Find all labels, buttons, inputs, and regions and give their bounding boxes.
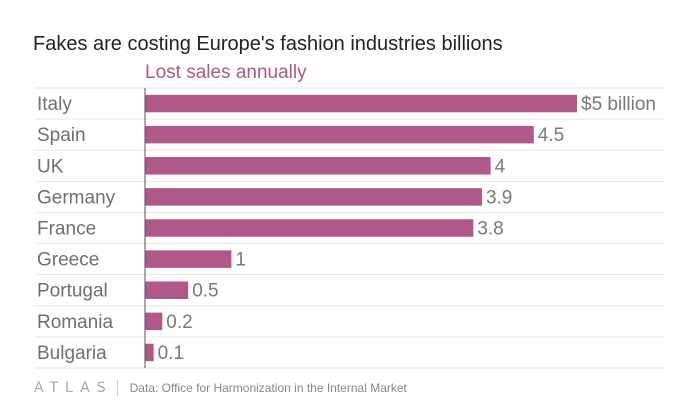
- bar: [145, 250, 232, 268]
- bar: [145, 157, 491, 175]
- value-label: 0.5: [192, 281, 218, 302]
- value-label: 0.1: [158, 343, 184, 364]
- category-label: Romania: [37, 312, 113, 333]
- chart-subtitle: Lost sales annually: [145, 62, 307, 83]
- value-label: 4.5: [538, 125, 564, 146]
- category-label: Greece: [37, 250, 99, 271]
- bar: [145, 188, 482, 206]
- category-label: France: [37, 219, 96, 240]
- bar: [145, 281, 189, 299]
- chart-title: Fakes are costing Europe's fashion indus…: [33, 33, 503, 55]
- bar: [145, 312, 163, 331]
- category-label: UK: [37, 156, 64, 177]
- atlas-logo: ATLAS: [34, 380, 113, 396]
- category-label: Bulgaria: [37, 343, 107, 364]
- value-label: 0.2: [166, 312, 192, 333]
- bar: [145, 125, 534, 144]
- category-label: Spain: [37, 125, 86, 146]
- value-label: $5 billion: [581, 94, 656, 115]
- value-label: 4: [495, 156, 506, 177]
- category-label: Portugal: [37, 281, 108, 302]
- bar: [145, 343, 154, 362]
- footer-divider: [116, 380, 118, 396]
- category-label: Germany: [37, 187, 116, 208]
- footer: ATLAS Data: Office for Harmonization in …: [34, 380, 407, 396]
- bar: [145, 94, 577, 113]
- value-label: 1: [235, 250, 246, 271]
- bar: [145, 219, 474, 237]
- value-label: 3.9: [486, 187, 512, 208]
- value-label: 3.8: [477, 219, 503, 240]
- source-note: Data: Office for Harmonization in the In…: [129, 381, 407, 395]
- category-label: Italy: [37, 94, 72, 115]
